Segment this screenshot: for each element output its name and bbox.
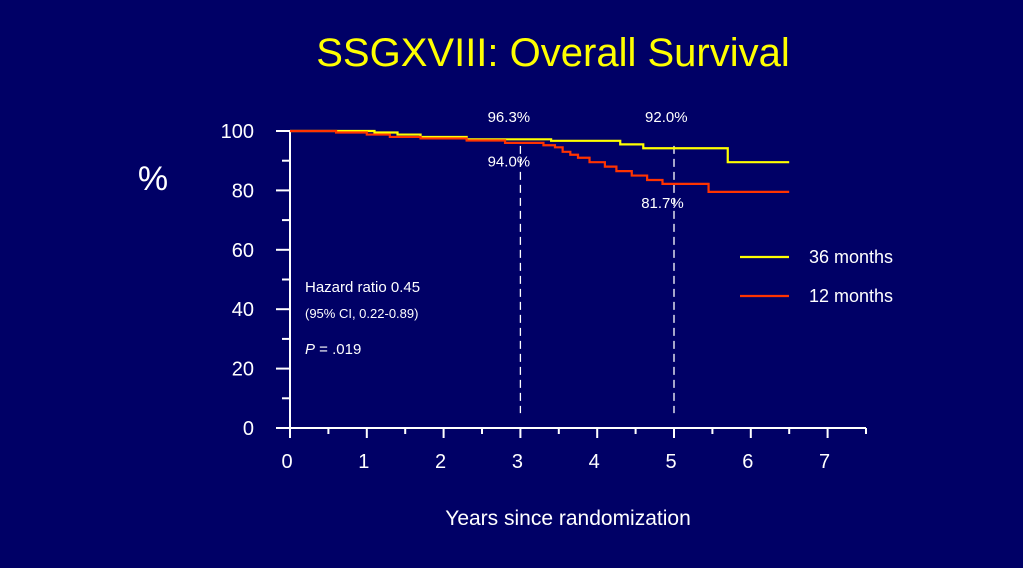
- x-axis-label: Years since randomization: [445, 507, 691, 530]
- value-annotation: 92.0%: [645, 109, 688, 126]
- x-tick-label: 1: [358, 451, 369, 473]
- x-tick-label: 3: [512, 451, 523, 473]
- axes: 0 20 40 60 80 100 0 1 2 3 4 5 6 7: [221, 121, 867, 473]
- stats-box: Hazard ratio 0.45 (95% CI, 0.22-0.89) P …: [305, 279, 420, 358]
- series-36-months-line: [290, 129, 790, 164]
- y-tick-label: 100: [221, 121, 254, 143]
- y-tick-label: 60: [232, 240, 254, 262]
- chart-title: SSGXVIII: Overall Survival: [316, 31, 789, 75]
- value-annotation: 96.3%: [488, 109, 531, 126]
- hazard-ratio-label: Hazard ratio 0.45: [305, 279, 420, 296]
- p-value: = .019: [315, 341, 361, 358]
- y-tick-label: 80: [232, 180, 254, 202]
- x-tick-label: 0: [281, 451, 292, 473]
- legend-label: 36 months: [809, 247, 893, 267]
- x-tick-label: 2: [435, 451, 446, 473]
- annotations: 96.3% 92.0% 94.0% 81.7%: [488, 109, 688, 212]
- y-tick-label: 40: [232, 299, 254, 321]
- reference-lines: [519, 145, 675, 414]
- y-tick-label: 0: [243, 418, 254, 440]
- value-annotation: 81.7%: [641, 195, 684, 212]
- legend: 36 months 12 months: [740, 247, 893, 306]
- legend-label: 12 months: [809, 286, 893, 306]
- p-symbol: P: [305, 341, 315, 358]
- x-tick-label: 7: [819, 451, 830, 473]
- x-tick-label: 4: [589, 451, 600, 473]
- x-tick-label: 6: [742, 451, 753, 473]
- series-12-months-line: [290, 129, 790, 193]
- p-value-label: P = .019: [305, 341, 361, 358]
- y-tick-label: 20: [232, 359, 254, 381]
- survival-curves: [290, 129, 790, 193]
- confidence-interval-label: (95% CI, 0.22-0.89): [305, 306, 418, 321]
- x-tick-label: 5: [665, 451, 676, 473]
- y-axis-label: %: [138, 160, 168, 198]
- value-annotation: 94.0%: [488, 154, 531, 171]
